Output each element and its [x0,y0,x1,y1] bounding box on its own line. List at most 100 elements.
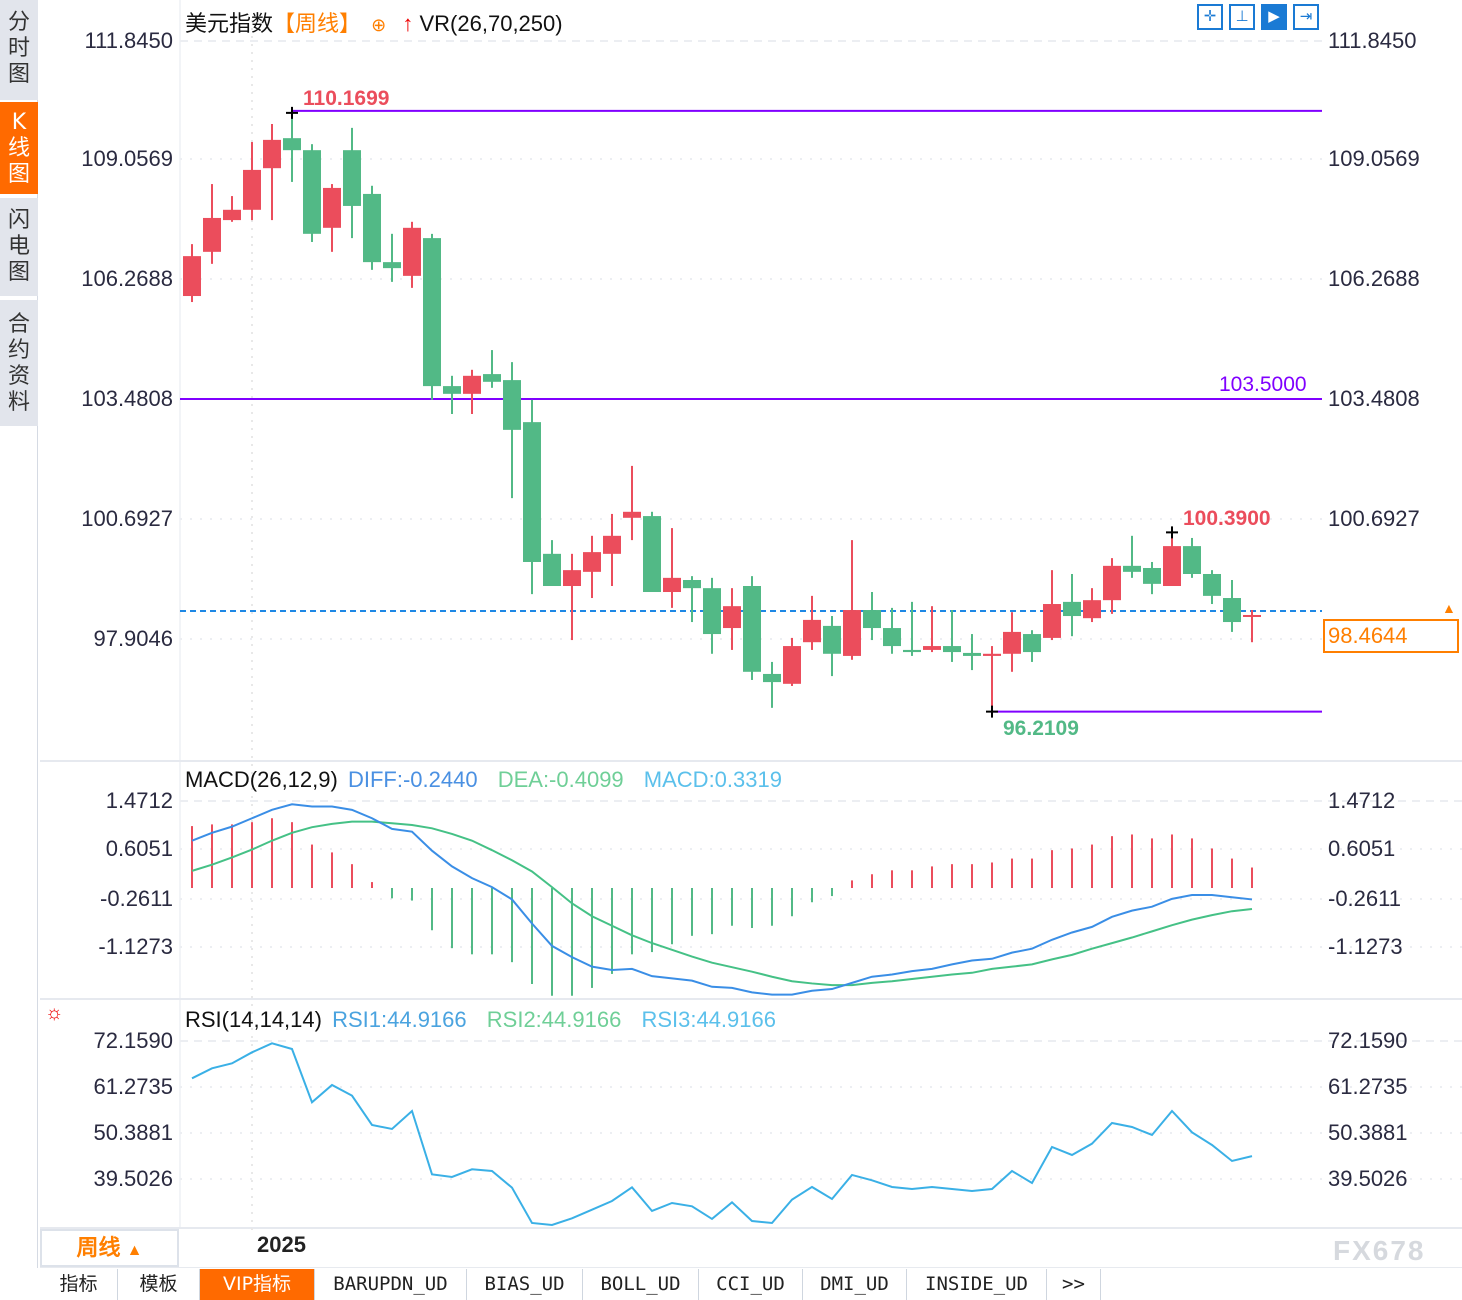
axis-play-icon[interactable]: ▶ [1261,4,1287,30]
move-right-icon[interactable]: ⇥ [1293,4,1319,30]
axis-range-icon[interactable]: ⊥ [1229,4,1255,30]
sidebar-tab-flash[interactable]: 闪电图 [0,198,38,296]
candle [843,540,861,660]
macd-title: MACD(26,12,9) [185,767,338,792]
high-price-label: 110.1699 [303,87,390,110]
candle [1023,630,1041,662]
candle-body [463,375,481,394]
candle [543,540,561,587]
candle-body [283,138,301,151]
candle [223,196,241,222]
candle-body [243,169,261,210]
candle-body [343,150,361,206]
tab-boll[interactable]: BOLL_UD [583,1269,699,1300]
candle [383,233,401,282]
rsi-tick-right: 50.3881 [1328,1120,1408,1145]
macd-tick-left: -0.2611 [100,886,173,911]
candle [1123,535,1141,578]
candle [483,350,501,388]
candle-body [363,193,381,263]
rsi-tick-left: 72.1590 [93,1028,173,1053]
candle-body [883,628,901,647]
candle [363,185,381,270]
candle-body [1003,631,1021,654]
circle-plus-icon[interactable]: ⊕ [371,15,387,35]
grid [40,0,1462,1268]
candle-body [1163,546,1181,587]
candle [243,142,261,221]
chart-header: 美元指数【周线】 ⊕ ↑ VR(26,70,250) [185,6,563,38]
candle [1143,561,1161,595]
candle-body [1023,634,1041,653]
sidebar-tab-kline[interactable]: K线图 [0,102,38,194]
candle [643,511,661,593]
candle-body [643,516,661,593]
y-tick-left: 103.4808 [81,386,173,411]
scroll-up-icon[interactable]: ▲ [1442,600,1456,616]
tab-more[interactable]: >> [1047,1269,1101,1300]
tab-cci[interactable]: CCI_UD [699,1269,803,1300]
sidebar-tab-contract-info[interactable]: 合约资料 [0,300,38,426]
macd-tick-left: 1.4712 [105,788,173,813]
candle-body [1223,598,1241,623]
candle [283,112,301,182]
tab-barupdn[interactable]: BARUPDN_UD [315,1269,467,1300]
candle-body [323,187,341,228]
candle [963,634,981,671]
candle-body [943,646,961,653]
candle [323,184,341,252]
candle [263,124,281,221]
tab-bias[interactable]: BIAS_UD [467,1269,583,1300]
candle [1223,580,1241,632]
rsi-line [191,1042,1253,1226]
tab-vip-indicators[interactable]: VIP指标 [200,1269,315,1300]
extreme-marker [1166,526,1178,539]
rsi-tick-left: 39.5026 [93,1166,173,1191]
candle-body [743,586,761,672]
candle-body [703,588,721,635]
candle [183,244,201,303]
rsi-settings-icon[interactable]: ☼ [45,1002,64,1024]
rsi3-value: RSI3:44.9166 [641,1007,776,1032]
candle [823,616,841,677]
macd-value: MACD:0.3319 [643,767,782,792]
period-button[interactable]: 周线 ▲ [40,1229,179,1267]
rsi2-value: RSI2:44.9166 [486,1007,622,1032]
candle [1183,537,1201,578]
candle-body [1043,604,1061,638]
macd-tick-right: 1.4712 [1328,788,1396,813]
candle-body [923,646,941,650]
red-up-arrow-icon[interactable]: ↑ [402,11,414,36]
candle [203,184,221,264]
diff-line [191,803,1253,996]
extreme-marker [286,106,298,119]
candle-body [1203,573,1221,596]
sidebar-tab-timeshare[interactable]: 分时图 [0,0,38,100]
candle-body [183,256,201,297]
macd-panel [191,803,1253,996]
macd-tick-left: -1.1273 [98,934,173,959]
crosshair-icon[interactable]: ✛ [1197,4,1223,30]
candle [403,221,421,288]
candle-body [723,606,741,629]
tab-inside[interactable]: INSIDE_UD [907,1269,1047,1300]
candle [443,375,461,414]
candle [1203,570,1221,605]
chart-canvas[interactable] [0,0,1462,1268]
y-tick-left: 97.9046 [93,626,173,651]
tab-templates[interactable]: 模板 [118,1269,200,1300]
candle-body [963,652,981,656]
candle [1043,570,1061,641]
tab-dmi[interactable]: DMI_UD [803,1269,907,1300]
candle [503,362,521,499]
candle [723,588,741,650]
candle [1103,558,1121,614]
candle [343,127,361,239]
candle-body [403,227,421,276]
macd-header: MACD(26,12,9) DIFF:-0.2440 DEA:-0.4099 M… [185,767,782,793]
tab-indicators[interactable]: 指标 [40,1269,118,1300]
candle [303,144,321,242]
candle [803,595,821,650]
extreme-marker [986,705,998,718]
candle-body [863,610,881,629]
